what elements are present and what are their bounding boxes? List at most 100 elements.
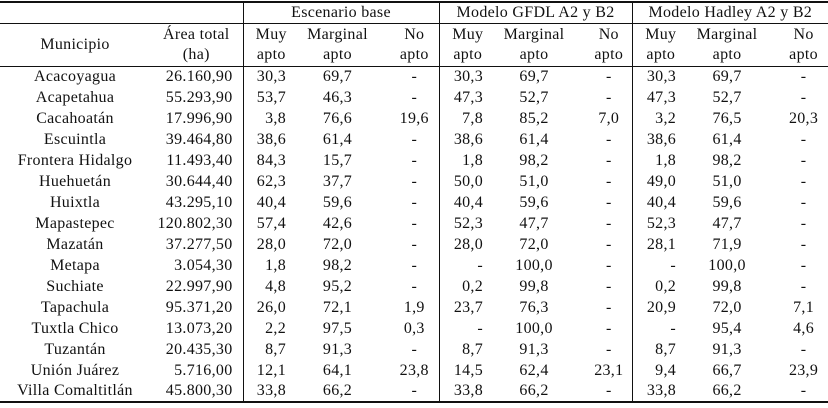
- area-cell: 55.293,90: [150, 87, 244, 108]
- municipio-cell: Mazatán: [46, 235, 104, 253]
- table-row: Mapastepec 120.802,30 57,4 42,6-52,3 47,7-52…: [0, 213, 828, 234]
- no-line2: apto: [594, 45, 624, 63]
- gfdl-muy-cell: -: [477, 319, 484, 337]
- muy-line1: Muy: [255, 25, 287, 43]
- area-cell: 11.493,40: [150, 150, 244, 171]
- gfdl-muy-cell: 28,0: [453, 235, 484, 253]
- muy-apto-header-gfdl: Muy apto: [439, 23, 496, 66]
- no-line1: No: [793, 25, 814, 43]
- gfdl-muy-cell: 0,2: [462, 277, 484, 295]
- gfdl-no-cell: -: [572, 66, 633, 87]
- hadley-no-cell: -: [800, 151, 807, 169]
- base-muy-cell: 8,7: [265, 340, 286, 358]
- base-no-cell: -: [376, 129, 440, 150]
- hadley-muy-cell: 20,9: [646, 298, 677, 316]
- no-apto-header-gfdl: No apto: [572, 23, 633, 66]
- gfdl-no-cell: -: [572, 297, 633, 318]
- municipio-cell: Cacahoatán: [36, 109, 114, 127]
- hadley-muy-cell: 9,4: [655, 361, 677, 379]
- gfdl-marginal-cell: 47,7: [519, 214, 549, 232]
- gfdl-marginal-cell: 52,7: [519, 88, 549, 106]
- gfdl-muy-cell: 50,0: [453, 172, 484, 190]
- marginal-apto-header-base: Marginal apto: [299, 23, 376, 66]
- gfdl-marginal-cell: 98,2: [519, 151, 549, 169]
- marginal-line1: Marginal: [503, 25, 565, 43]
- area-cell: 95.371,20: [150, 297, 244, 318]
- gfdl-no-cell: -: [572, 171, 633, 192]
- hadley-marginal-cell: 66,7: [712, 361, 742, 379]
- group-header-escenario-base: Escenario base: [243, 2, 440, 23]
- marginal-line2: apto: [712, 45, 742, 63]
- table-row: Escuintla 39.464,80 38,6 61,4-38,6 61,4-38,6…: [0, 129, 828, 150]
- hadley-marginal-cell: 98,2: [712, 151, 742, 169]
- hadley-no-cell: -: [800, 277, 807, 295]
- base-no-cell: -: [376, 171, 440, 192]
- base-muy-cell: 3,8: [265, 109, 286, 127]
- table-row: Cacahoatán 17.996,90 3,8 76,6 19,6 7,8 85,2 7,0…: [0, 108, 828, 129]
- base-marginal-cell: 69,7: [322, 67, 353, 85]
- hadley-marginal-cell: 61,4: [712, 130, 742, 148]
- gfdl-muy-cell: 14,5: [453, 361, 484, 379]
- base-muy-cell: 28,0: [256, 235, 286, 253]
- gfdl-marginal-cell: 51,0: [519, 172, 549, 190]
- muy-apto-header-hadley: Muy apto: [632, 23, 689, 66]
- no-line2: apto: [399, 45, 429, 63]
- table-row: Tuxtla Chico 13.073,20 2,2 97,5 0,3 - 100,0 - - 9…: [0, 318, 828, 339]
- hadley-marginal-cell: 100,0: [708, 256, 746, 274]
- muy-line2: apto: [256, 45, 286, 63]
- municipio-cell: Mapastepec: [35, 214, 115, 232]
- base-marginal-cell: 66,2: [322, 382, 353, 399]
- table-row: Tapachula 95.371,20 26,0 72,1 1,9 23,7 76,3 -20…: [0, 297, 828, 318]
- gfdl-no-cell: -: [572, 276, 633, 297]
- hadley-no-cell: -: [800, 130, 807, 148]
- table-row: Unión Juárez 5.716,00 12,1 64,1 23,8 14,5 62,4…: [0, 360, 828, 381]
- gfdl-muy-cell: 1,8: [462, 151, 484, 169]
- municipio-header: Municipio: [40, 35, 110, 53]
- marginal-line1: Marginal: [696, 25, 758, 43]
- hadley-marginal-cell: 71,9: [712, 235, 742, 253]
- hadley-no-cell: 7,1: [793, 298, 814, 316]
- gfdl-no-cell: -: [572, 381, 633, 402]
- muy-line2: apto: [453, 45, 483, 63]
- group-header-hadley: Modelo Hadley A2 y B2: [648, 3, 813, 21]
- base-marginal-cell: 64,1: [322, 361, 353, 379]
- gfdl-marginal-cell: 72,0: [519, 235, 549, 253]
- area-cell: 26.160,90: [150, 66, 244, 87]
- marginal-line2: apto: [519, 45, 549, 63]
- hadley-marginal-cell: 95,4: [712, 319, 742, 337]
- gfdl-no-cell: 23,1: [572, 360, 633, 381]
- hadley-marginal-cell: 72,0: [712, 298, 742, 316]
- hadley-muy-cell: 33,8: [646, 382, 677, 399]
- column-header-row: Municipio Área total (ha) Muy apto Margi…: [0, 23, 828, 66]
- gfdl-muy-cell: 33,8: [453, 382, 484, 399]
- base-no-cell: -: [376, 87, 440, 108]
- gfdl-no-cell: -: [572, 318, 633, 339]
- no-line1: No: [404, 25, 425, 43]
- hadley-muy-cell: 0,2: [655, 277, 677, 295]
- gfdl-no-cell: -: [572, 87, 633, 108]
- municipio-cell: Acacoyagua: [33, 67, 117, 85]
- base-muy-cell: 26,0: [256, 298, 286, 316]
- gfdl-no-cell: -: [572, 213, 633, 234]
- hadley-muy-cell: 1,8: [655, 151, 677, 169]
- group-header-row: Escenario base Modelo GFDL A2 y B2 Model…: [0, 2, 828, 23]
- hadley-muy-cell: 3,2: [655, 109, 677, 127]
- hadley-marginal-cell: 59,6: [712, 193, 742, 211]
- gfdl-marginal-cell: 59,6: [519, 193, 549, 211]
- municipio-cell: Villa Comaltitlán: [17, 382, 133, 399]
- muy-line2: apto: [646, 45, 676, 63]
- gfdl-no-cell: -: [572, 192, 633, 213]
- municipio-cell: Unión Juárez: [30, 361, 120, 379]
- base-no-cell: -: [376, 192, 440, 213]
- hadley-muy-cell: 28,1: [646, 235, 677, 253]
- hadley-no-cell: 4,6: [793, 319, 814, 337]
- municipio-cell: Tuzantán: [44, 340, 106, 358]
- base-marginal-cell: 91,3: [322, 340, 353, 358]
- base-no-cell: -: [376, 381, 440, 402]
- base-no-cell: -: [376, 276, 440, 297]
- table-row: Frontera Hidalgo 11.493,40 84,3 15,7 - 1,8 98,…: [0, 150, 828, 171]
- table-row: Suchiate 22.997,90 4,8 95,2 - 0,2 99,8 - 0,2 99,8…: [0, 276, 828, 297]
- hadley-marginal-cell: 51,0: [712, 172, 742, 190]
- hadley-no-cell: -: [800, 382, 807, 399]
- area-cell: 45.800,30: [150, 381, 244, 402]
